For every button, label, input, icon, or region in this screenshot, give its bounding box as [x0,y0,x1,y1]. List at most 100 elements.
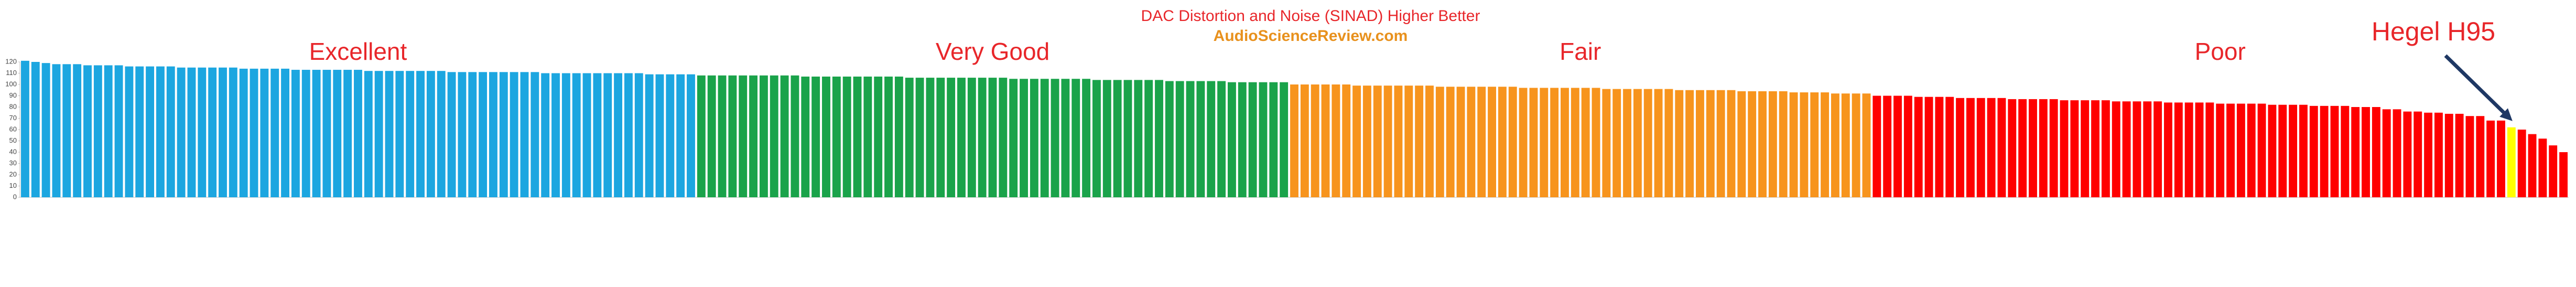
bar [2195,102,2204,197]
bar [1696,90,1704,197]
annotation: Hegel H95 [2372,17,2495,46]
bar [1831,93,1839,197]
bar [1061,79,1070,197]
bar [531,72,539,197]
bar [1966,98,1975,197]
bar [1976,98,1985,197]
bar [1467,87,1476,197]
bar [301,70,310,197]
bar [759,75,768,197]
bar [1196,81,1205,197]
bar [572,73,581,197]
y-tick-label: 90 [9,91,17,99]
bar [2549,145,2558,197]
bar [791,75,799,197]
bar [1071,79,1080,197]
bar [1821,92,1830,197]
bar [801,76,810,197]
bar [1435,87,1444,197]
bar [1394,86,1403,197]
bar [707,75,716,197]
bar [198,67,207,197]
bar [156,66,165,197]
group-label: Poor [2195,38,2246,65]
bar [1175,81,1184,197]
bar [312,70,321,197]
bar [1706,90,1715,197]
arrow-head [2499,108,2513,121]
bar [2081,100,2090,197]
bar [1280,82,1289,197]
bar [739,75,748,197]
bar [905,78,914,197]
bar [458,72,467,197]
bar [593,73,602,197]
bar [2455,113,2464,197]
bar [967,78,976,197]
bar [1612,89,1621,197]
bar [1123,80,1132,197]
bar [2226,103,2235,197]
bar [1893,95,1902,197]
bar [926,78,935,197]
bar [1259,82,1268,197]
y-tick-label: 50 [9,136,17,144]
bar [83,65,92,197]
y-tick-label: 0 [13,193,17,200]
bar [687,74,695,197]
bar [1092,80,1101,197]
bar [2497,120,2505,197]
bar [1404,86,1413,197]
bar [2289,104,2298,197]
bar [1040,79,1049,197]
bar [2039,99,2048,197]
bar [364,71,373,197]
bar [20,60,29,197]
bar [1155,80,1163,197]
bar [1883,95,1892,197]
bar [863,76,872,197]
bar [2465,116,2474,197]
bar [2018,99,2027,197]
bar [728,75,737,197]
bar [177,67,186,197]
bar [1592,88,1600,197]
bar [1529,88,1538,197]
bar [1508,87,1517,197]
bar [2320,105,2329,197]
bar [208,67,217,197]
bar [624,73,633,197]
bar [1654,89,1663,197]
bar [1186,81,1195,197]
bar [104,65,113,197]
y-tick-label: 30 [9,159,17,167]
bar [1102,80,1111,197]
bar [988,78,997,197]
bar [2153,101,2162,197]
bar [2133,101,2141,197]
bar [2091,100,2099,197]
bar [2403,111,2412,197]
bar [2101,100,2110,197]
bar [1082,79,1091,197]
bar [1789,92,1798,197]
bar [437,71,446,197]
bar [343,70,352,197]
bar [322,70,331,197]
bar [1602,89,1611,197]
bar [853,76,862,197]
bar [1498,87,1507,197]
bar [1352,86,1361,197]
bar [1550,88,1559,197]
bar [2070,100,2079,197]
bar [229,67,237,197]
bar [2299,104,2308,197]
bar [2330,105,2339,197]
bar [1227,82,1236,197]
bar [614,73,623,197]
bar [406,71,415,197]
bar [832,76,841,197]
chart-title: DAC Distortion and Noise (SINAD) Higher … [1141,7,1480,25]
bar [655,74,664,197]
